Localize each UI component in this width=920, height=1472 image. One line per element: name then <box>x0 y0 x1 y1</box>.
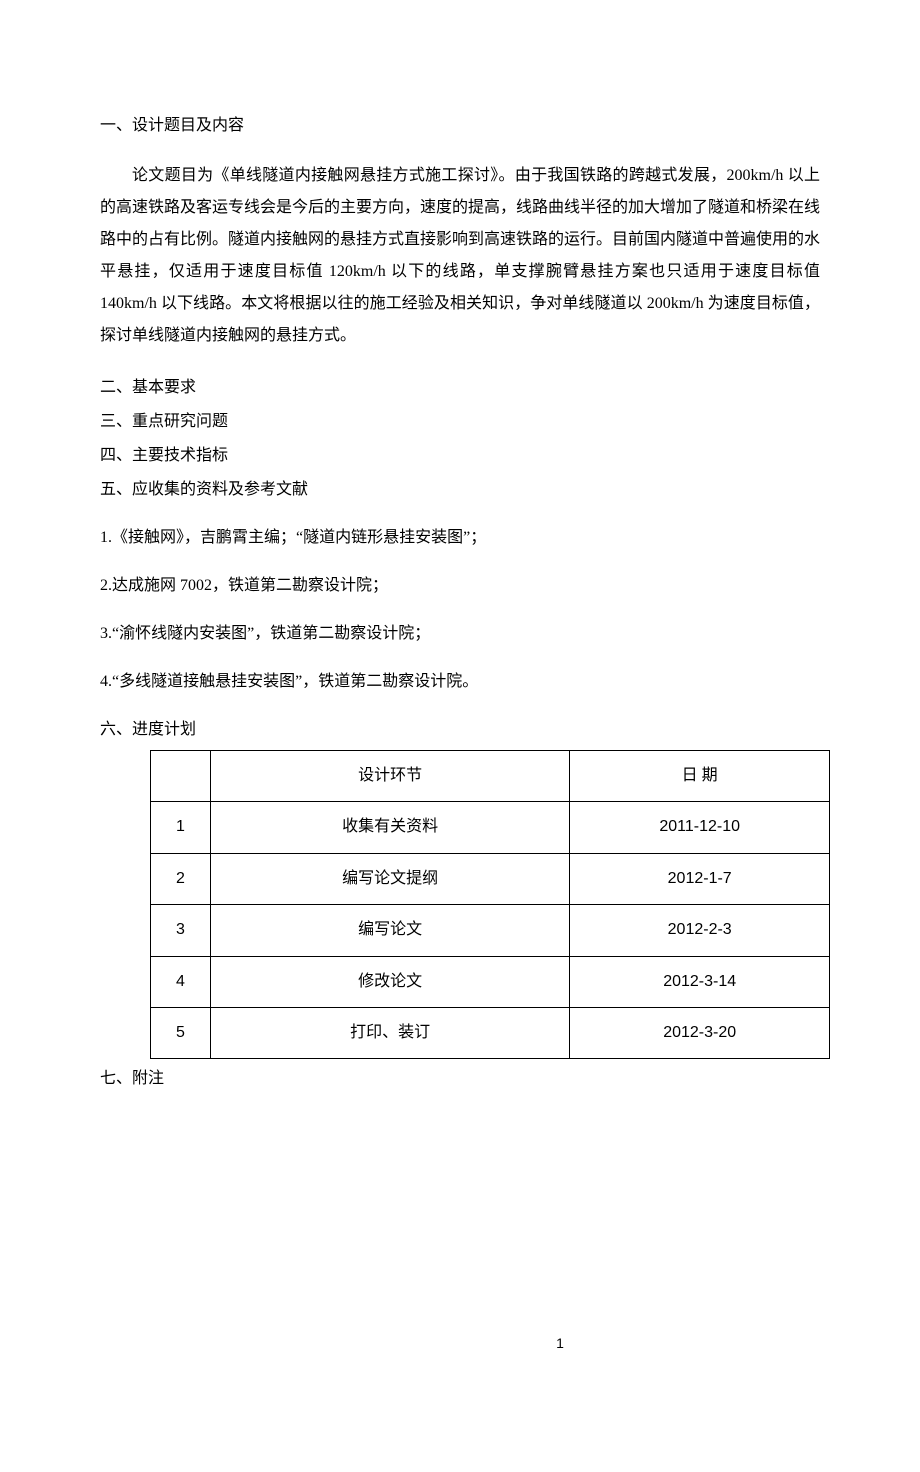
section-heading-1: 一、设计题目及内容 <box>100 110 820 142</box>
table-cell-date: 2011-12-10 <box>570 802 830 853</box>
table-cell-num: 4 <box>151 956 211 1007</box>
table-cell-date: 2012-3-20 <box>570 1007 830 1058</box>
table-cell-stage: 修改论文 <box>210 956 569 1007</box>
table-cell-date: 2012-1-7 <box>570 853 830 904</box>
section-heading-7: 七、附注 <box>100 1063 820 1095</box>
section-heading-4: 四、主要技术指标 <box>100 440 820 472</box>
table-cell-stage: 打印、装订 <box>210 1007 569 1058</box>
table-cell-stage: 编写论文 <box>210 905 569 956</box>
table-header-stage: 设计环节 <box>210 751 569 802</box>
reference-item-1: 1.《接触网》，吉鹏霄主编；“隧道内链形悬挂安装图”； <box>100 522 820 554</box>
section-heading-2: 二、基本要求 <box>100 372 820 404</box>
reference-item-4: 4.“多线隧道接触悬挂安装图”，铁道第二勘察设计院。 <box>100 666 820 698</box>
table-row: 5 打印、装订 2012-3-20 <box>151 1007 830 1058</box>
table-cell-date: 2012-3-14 <box>570 956 830 1007</box>
reference-item-2: 2.达成施网 7002，铁道第二勘察设计院； <box>100 570 820 602</box>
table-row: 3 编写论文 2012-2-3 <box>151 905 830 956</box>
table-row: 1 收集有关资料 2011-12-10 <box>151 802 830 853</box>
table-row: 2 编写论文提纲 2012-1-7 <box>151 853 830 904</box>
table-cell-stage: 编写论文提纲 <box>210 853 569 904</box>
page-number: 1 <box>100 1330 920 1357</box>
table-row: 4 修改论文 2012-3-14 <box>151 956 830 1007</box>
section-heading-3: 三、重点研究问题 <box>100 406 820 438</box>
reference-item-3: 3.“渝怀线隧内安装图”，铁道第二勘察设计院； <box>100 618 820 650</box>
table-header-date: 日 期 <box>570 751 830 802</box>
table-cell-num: 2 <box>151 853 211 904</box>
table-cell-date: 2012-2-3 <box>570 905 830 956</box>
section-body-1: 论文题目为《单线隧道内接触网悬挂方式施工探讨》。由于我国铁路的跨越式发展，200… <box>100 160 820 352</box>
schedule-table: 设计环节 日 期 1 收集有关资料 2011-12-10 2 编写论文提纲 20… <box>150 750 830 1059</box>
table-cell-num: 3 <box>151 905 211 956</box>
table-header-num <box>151 751 211 802</box>
table-cell-num: 1 <box>151 802 211 853</box>
table-header-row: 设计环节 日 期 <box>151 751 830 802</box>
table-cell-stage: 收集有关资料 <box>210 802 569 853</box>
section-heading-5: 五、应收集的资料及参考文献 <box>100 474 820 506</box>
section-heading-6: 六、进度计划 <box>100 714 820 746</box>
table-cell-num: 5 <box>151 1007 211 1058</box>
